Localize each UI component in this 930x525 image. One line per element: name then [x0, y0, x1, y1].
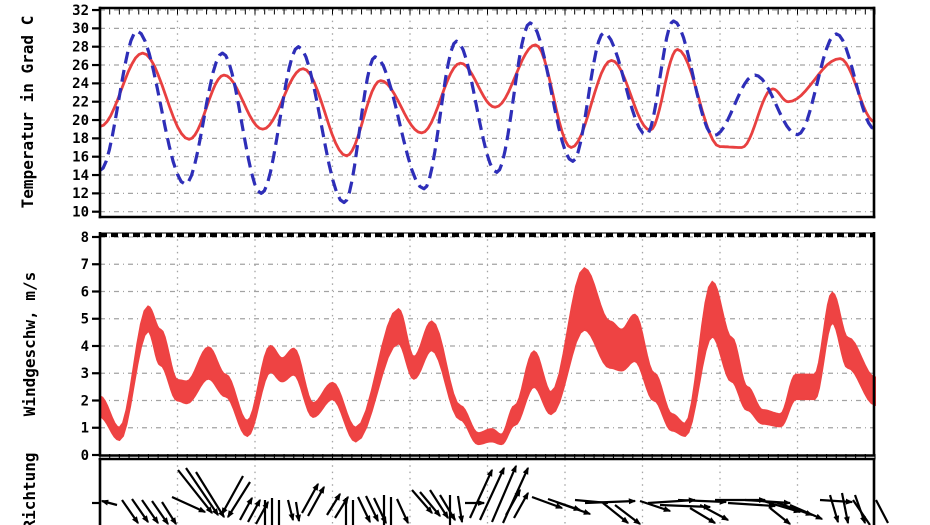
wind-direction-axis-title: Richtung — [20, 452, 39, 525]
wind-arrow — [307, 485, 325, 517]
y-tick-label: 22 — [72, 94, 89, 110]
y-tick-label: 30 — [72, 21, 89, 37]
wind-arrow — [195, 471, 225, 519]
y-tick-label: 6 — [81, 284, 89, 300]
wind-arrow — [247, 498, 261, 523]
wind-arrow — [531, 495, 564, 510]
temperature-axis-title: Temperatur in Grad C — [18, 16, 37, 209]
y-tick-label: 14 — [72, 168, 89, 184]
wind-speed-panel: 8 7 6 5 4 3 2 1 0 Windgeschw, m/s — [20, 230, 876, 464]
wind-arrow — [469, 468, 493, 519]
wind-arrow — [840, 492, 850, 525]
y-tick-label: 5 — [81, 312, 89, 328]
wind-arrow — [171, 495, 207, 514]
wind-arrow — [602, 502, 630, 524]
wind-arrow — [769, 507, 792, 525]
y-tick-label: 3 — [81, 366, 89, 382]
wind-direction-arrows — [100, 464, 889, 525]
y-tick-label: 28 — [72, 39, 89, 55]
wind-arrow — [227, 481, 251, 519]
wind-arrow — [357, 496, 371, 524]
wind-arrow — [177, 469, 213, 515]
wind-arrow — [677, 498, 728, 505]
wind-arrow — [365, 495, 379, 523]
wind-arrow — [490, 464, 518, 523]
y-tick-label: 1 — [81, 421, 89, 437]
wind-arrow — [727, 501, 777, 509]
wind-arrow — [699, 504, 730, 521]
y-tick-label: 18 — [72, 131, 89, 147]
wind-arrow — [429, 489, 449, 520]
y-tick-label: 16 — [72, 149, 89, 165]
y-tick-label: 10 — [72, 205, 89, 221]
y-tick-label: 2 — [81, 393, 89, 409]
y-tick-label: 20 — [72, 113, 89, 129]
y-tick-label: 12 — [72, 186, 89, 202]
wind-speed-axis-title: Windgeschw, m/s — [20, 272, 39, 417]
y-tick-label: 0 — [81, 448, 89, 464]
y-tick-label: 26 — [72, 58, 89, 74]
wind-arrow — [584, 498, 637, 505]
wind-speed-band — [99, 266, 876, 446]
wind-arrow — [639, 499, 672, 513]
wind-arrow — [789, 503, 824, 521]
wind-arrow — [875, 499, 889, 524]
wind-arrow — [239, 496, 253, 521]
wind-arrow — [555, 500, 592, 516]
y-tick-label: 4 — [81, 339, 89, 355]
wind-arrow — [301, 482, 319, 514]
wind-arrow — [326, 492, 341, 516]
wind-direction-panel: Richtung — [20, 452, 889, 525]
wind-arrow — [689, 507, 717, 524]
wind-arrow — [505, 488, 521, 516]
temperature-dashed-series — [99, 19, 876, 205]
wind-arrow — [819, 498, 854, 505]
wind-arrow — [419, 491, 441, 517]
wind-arrow — [100, 499, 118, 507]
y-tick-label: 8 — [81, 230, 89, 246]
wind-arrow — [439, 494, 456, 522]
y-tick-label: 24 — [72, 76, 89, 92]
wind-arrow — [614, 504, 642, 525]
y-tick-label: 7 — [81, 257, 89, 273]
wind-arrow — [141, 499, 159, 525]
wind-arrow — [396, 498, 409, 525]
wind-arrow — [411, 489, 433, 514]
wind-arrow — [131, 498, 149, 524]
wind-arrow — [294, 501, 301, 523]
wind-arrow — [759, 498, 802, 514]
wind-arrow — [479, 466, 505, 521]
wind-arrow — [121, 499, 139, 525]
wind-arrow — [185, 467, 219, 517]
wind-arrow — [456, 495, 465, 524]
wind-arrow — [151, 500, 169, 525]
wind-arrow — [852, 499, 871, 525]
y-tick-label: 32 — [72, 3, 89, 19]
wind-arrow — [513, 491, 529, 519]
wind-arrow — [286, 499, 295, 522]
temperature-panel: 32 30 28 26 24 22 20 18 16 14 12 10 Temperatur in Gr… — [18, 3, 876, 221]
wind-arrow — [828, 494, 840, 524]
wind-arrow — [161, 501, 177, 525]
wind-arrow — [221, 475, 244, 516]
